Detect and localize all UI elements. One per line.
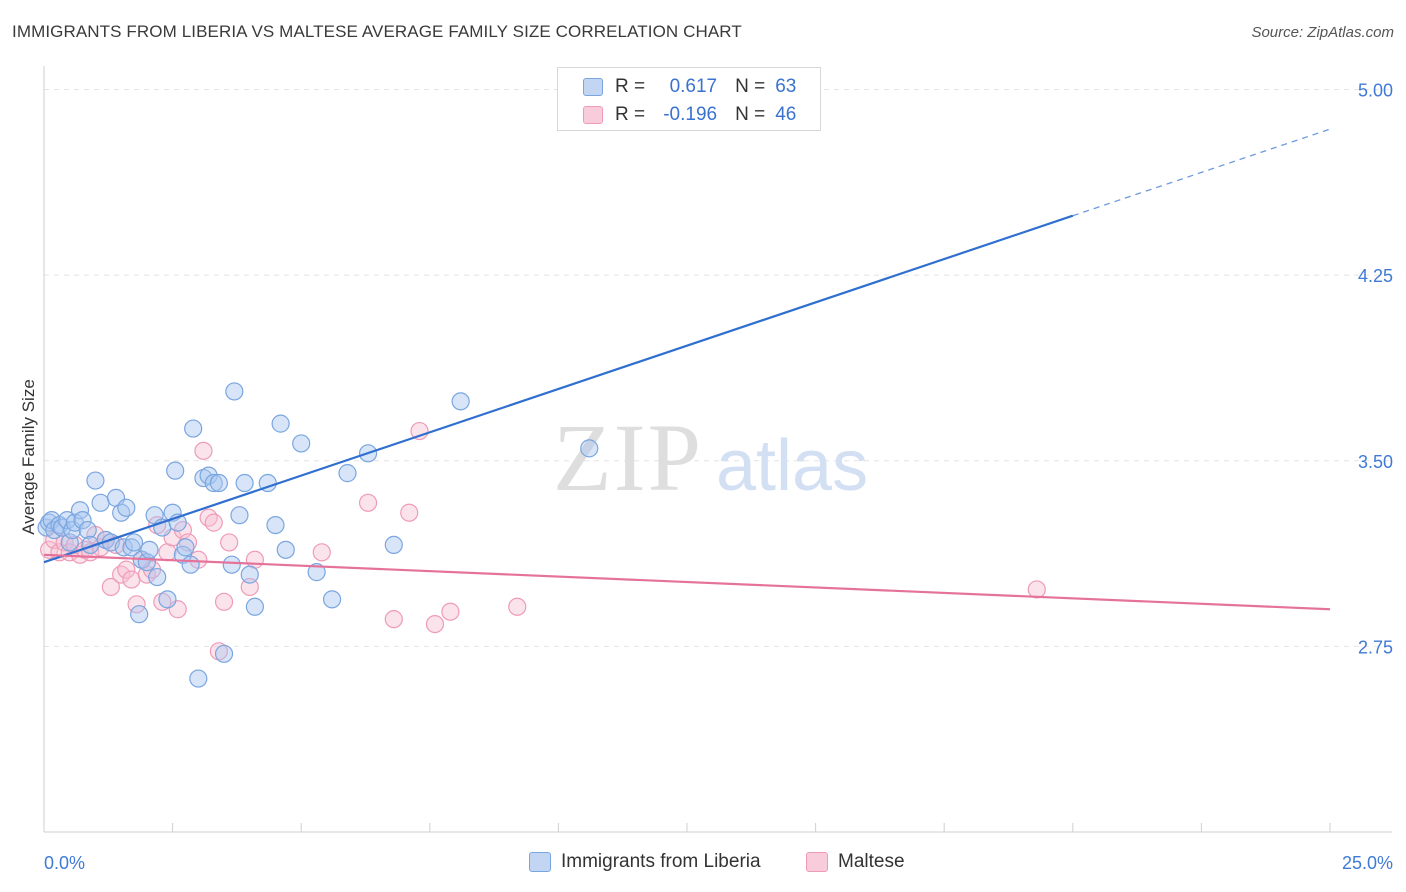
maltese-point	[441, 602, 460, 621]
y-axis-label: Average Family Size	[19, 379, 38, 535]
liberia-point	[214, 644, 234, 663]
correlation-legend: R = 0.617 N = 63 R = -0.196 N = 46	[557, 67, 821, 131]
liberia-point	[271, 414, 290, 433]
x-tick-label: 0.0%	[44, 853, 85, 873]
liberia-point	[122, 538, 141, 557]
series-label-maltese: Maltese	[838, 851, 905, 872]
liberia-point	[209, 473, 228, 493]
legend-n-value: 63	[775, 76, 797, 97]
liberia-point	[245, 597, 265, 616]
axes	[43, 66, 1392, 833]
maltese-point	[220, 533, 239, 552]
maltese-point	[425, 614, 445, 634]
liberia-point	[124, 533, 144, 552]
liberia-point	[86, 471, 105, 490]
maltese-trend-line	[43, 553, 1331, 611]
liberia-point	[451, 392, 470, 411]
liberia-point	[222, 555, 241, 574]
legend-swatch-blue	[583, 78, 603, 96]
legend-r-label: R =	[615, 76, 646, 97]
series-swatch-blue	[529, 852, 551, 872]
chart-title: IMMIGRANTS FROM LIBERIA VS MALTESE AVERA…	[12, 22, 742, 41]
liberia-point	[276, 540, 295, 559]
liberia-point	[292, 434, 311, 453]
grid-lines	[44, 89, 1392, 647]
liberia-point	[140, 540, 159, 559]
liberia-point	[114, 538, 133, 557]
liberia-point	[117, 498, 136, 517]
maltese-point	[214, 592, 234, 611]
maltese-point	[117, 560, 136, 579]
series-legend: Immigrants from Liberia Maltese	[0, 851, 1406, 879]
liberia-point	[181, 555, 200, 574]
liberia-point	[130, 605, 149, 624]
liberia-point	[225, 382, 244, 401]
liberia-point	[189, 669, 208, 688]
legend-r-value: -0.196	[663, 104, 718, 125]
liberia-point	[184, 419, 203, 438]
liberia-point	[73, 511, 92, 530]
trend-lines	[43, 128, 1331, 611]
liberia-point	[384, 535, 403, 555]
liberia-point	[580, 439, 599, 458]
watermark-zip: ZIP	[553, 404, 703, 511]
liberia-trend-line	[43, 214, 1074, 564]
maltese-point	[1027, 580, 1046, 599]
legend-row-maltese: R = -0.196 N = 46	[558, 101, 796, 129]
watermark: ZIP atlas	[553, 404, 868, 511]
liberia-point	[307, 563, 326, 582]
y-tick-label: 3.50	[1358, 452, 1393, 472]
x-tick-label: 25.0%	[1342, 853, 1393, 873]
maltese-point	[400, 503, 419, 522]
series-legend-maltese: Maltese	[806, 851, 905, 873]
maltese-point	[384, 610, 403, 629]
maltese-point	[204, 513, 223, 532]
liberia-point	[78, 520, 97, 540]
liberia-point	[322, 590, 342, 609]
liberia-trend-extension	[1072, 128, 1331, 217]
legend-n-value: 46	[775, 104, 797, 125]
maltese-point	[199, 508, 218, 527]
maltese-point	[194, 441, 213, 460]
liberia-point	[230, 506, 249, 525]
series-label-liberia: Immigrants from Liberia	[561, 851, 761, 872]
watermark-atlas: atlas	[716, 426, 868, 506]
maltese-point	[358, 493, 378, 512]
y-tick-label: 5.00	[1358, 81, 1393, 101]
maltese-point	[240, 577, 259, 597]
liberia-point	[176, 538, 195, 557]
liberia-point	[91, 493, 110, 512]
liberia-point	[266, 515, 285, 535]
legend-r-value: 0.617	[669, 76, 718, 97]
series-legend-liberia: Immigrants from Liberia	[529, 851, 761, 873]
maltese-point	[508, 597, 527, 616]
tick-labels: 2.75 3.50 4.25 5.00 0.0% 25.0%	[44, 81, 1393, 874]
liberia-point	[235, 473, 254, 493]
liberia-point	[240, 565, 259, 584]
liberia-point	[158, 590, 177, 609]
legend-row-liberia: R = 0.617 N = 63	[558, 73, 796, 101]
legend-r-label: R =	[615, 104, 646, 125]
liberia-point	[112, 503, 131, 522]
series-swatch-pink	[806, 852, 828, 872]
maltese-point	[112, 565, 131, 584]
legend-n-label: N =	[735, 76, 766, 97]
legend-swatch-pink	[583, 106, 603, 124]
liberia-point	[204, 473, 223, 493]
y-tick-label: 2.75	[1358, 637, 1393, 657]
liberia-point	[166, 461, 185, 480]
maltese-point	[312, 543, 331, 562]
maltese-point	[122, 570, 141, 589]
liberia-point	[338, 464, 357, 483]
liberia-point	[173, 545, 192, 564]
source-label: Source: ZipAtlas.com	[1251, 24, 1394, 41]
maltese-point	[101, 577, 120, 597]
liberia-point	[148, 567, 167, 587]
legend-n-label: N =	[735, 104, 766, 125]
y-tick-label: 4.25	[1358, 266, 1393, 286]
